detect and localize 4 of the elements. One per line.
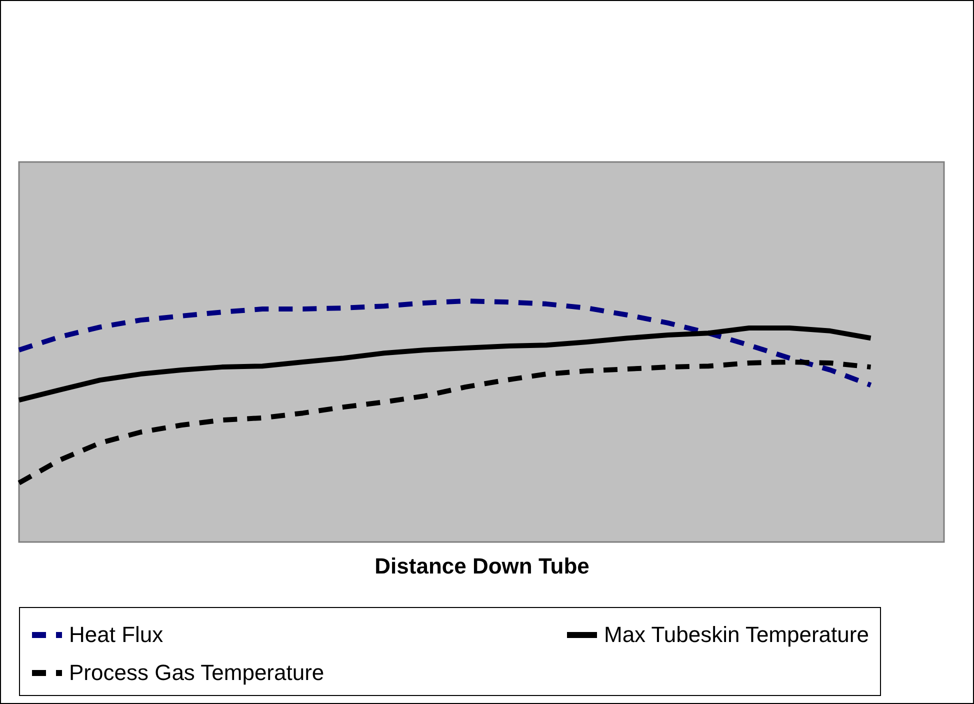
legend-label: Heat Flux	[69, 622, 164, 647]
legend-label: Process Gas Temperature	[69, 660, 324, 685]
x-axis-title: Distance Down Tube	[374, 554, 590, 578]
legend-label: Max Tubeskin Temperature	[604, 622, 869, 647]
